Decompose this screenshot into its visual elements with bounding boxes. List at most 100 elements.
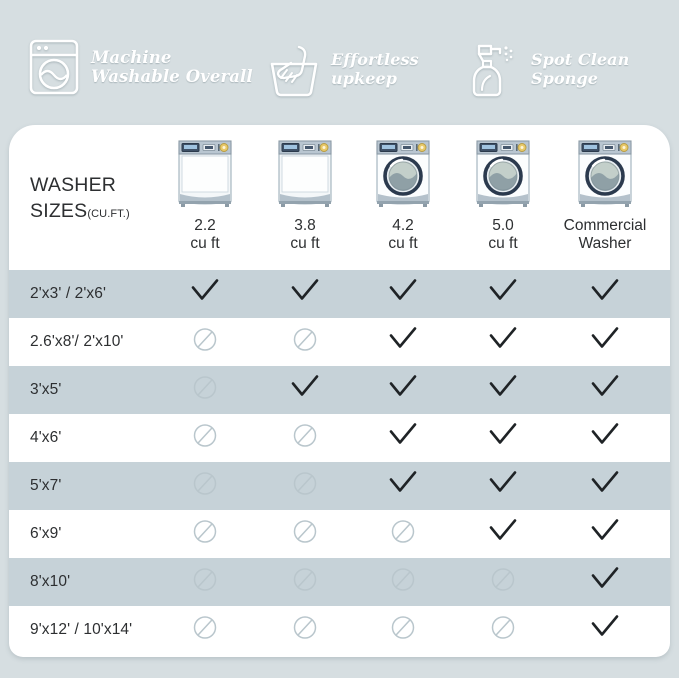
table-row: 3'x5' (9, 366, 670, 414)
table-body: 2'x3' / 2'x6' 2.6'x8'/ 2'x10' 3'x5' 4'x6… (9, 270, 670, 654)
spray-bottle-icon (466, 40, 522, 100)
check-icon (386, 469, 420, 499)
compatibility-cell (557, 517, 653, 552)
washer-column-caption: 2.2 cu ft (190, 217, 220, 252)
compatibility-cell (157, 421, 253, 456)
row-label: 2'x3' / 2'x6' (30, 285, 107, 302)
not-allowed-icon (386, 517, 420, 547)
compatibility-cell (557, 373, 653, 408)
compatibility-cell (355, 517, 451, 552)
check-icon (486, 517, 520, 547)
compatibility-cell (455, 469, 551, 504)
not-allowed-icon (386, 565, 420, 595)
compatibility-cell (257, 469, 353, 504)
check-icon (386, 277, 420, 307)
check-icon (588, 325, 622, 355)
not-allowed-icon (288, 325, 322, 355)
table-row: 8'x10' (9, 558, 670, 606)
compatibility-cell (557, 565, 653, 600)
check-icon (386, 421, 420, 451)
not-allowed-icon (288, 613, 322, 643)
check-icon (486, 277, 520, 307)
compatibility-cell (455, 325, 551, 360)
feature-strip: Machine Washable Overall Effortless upke… (0, 0, 679, 125)
table-row: 2'x3' / 2'x6' (9, 270, 670, 318)
not-allowed-icon (188, 565, 222, 595)
washer-column-0: 2.2 cu ft (157, 138, 253, 253)
not-allowed-icon (486, 565, 520, 595)
row-label: 5'x7' (30, 477, 62, 494)
check-icon (288, 373, 322, 403)
compatibility-cell (257, 613, 353, 648)
row-label: 9'x12' / 10'x14' (30, 621, 133, 638)
not-allowed-icon (188, 373, 222, 403)
check-icon (188, 277, 222, 307)
compatibility-cell (355, 421, 451, 456)
washer-size-compatibility-card: WASHER SIZES(CU.FT.) 2.2 cu ft (9, 125, 670, 657)
compatibility-cell (455, 421, 551, 456)
compatibility-cell (157, 613, 253, 648)
check-icon (386, 325, 420, 355)
compatibility-cell (557, 421, 653, 456)
feature-label: Spot Clean Sponge (531, 50, 630, 88)
washer-column-3: 5.0 cu ft (455, 138, 551, 253)
feature-label: Machine Washable Overall (91, 47, 253, 86)
compatibility-cell (455, 277, 551, 312)
check-icon (486, 373, 520, 403)
check-icon (288, 277, 322, 307)
compatibility-cell (257, 565, 353, 600)
check-icon (588, 277, 622, 307)
table-header-row: WASHER SIZES(CU.FT.) 2.2 cu ft (9, 125, 670, 270)
row-label: 6'x9' (30, 525, 62, 542)
row-label: 4'x6' (30, 429, 62, 446)
check-icon (588, 565, 622, 595)
feature-machine-washable: Machine Washable Overall (26, 37, 253, 97)
compatibility-cell (257, 277, 353, 312)
compatibility-cell (557, 469, 653, 504)
compatibility-cell (557, 613, 653, 648)
corner-title-line1: WASHER (30, 174, 117, 196)
compatibility-cell (157, 517, 253, 552)
front-loader-icon (472, 138, 534, 212)
compatibility-cell (557, 277, 653, 312)
row-label: 3'x5' (30, 381, 62, 398)
check-icon (486, 469, 520, 499)
feature-spot-clean-sponge: Spot Clean Sponge (466, 40, 629, 100)
table-corner-title: WASHER SIZES(CU.FT.) (30, 173, 130, 224)
washer-column-1: 3.8 cu ft (257, 138, 353, 253)
compatibility-cell (455, 613, 551, 648)
check-icon (486, 421, 520, 451)
compatibility-cell (257, 373, 353, 408)
washer-column-caption: 3.8 cu ft (290, 217, 320, 252)
washer-column-4: Commercial Washer (557, 138, 653, 253)
washer-column-caption: 4.2 cu ft (388, 217, 418, 252)
table-row: 2.6'x8'/ 2'x10' (9, 318, 670, 366)
compatibility-cell (157, 277, 253, 312)
check-icon (588, 613, 622, 643)
compatibility-cell (455, 517, 551, 552)
feature-effortless-upkeep: Effortless upkeep (266, 40, 419, 100)
table-row: 9'x12' / 10'x14' (9, 606, 670, 654)
compatibility-cell (257, 421, 353, 456)
compatibility-cell (455, 373, 551, 408)
table-row: 6'x9' (9, 510, 670, 558)
compatibility-cell (257, 325, 353, 360)
table-row: 5'x7' (9, 462, 670, 510)
feature-label: Effortless upkeep (331, 50, 419, 88)
row-label: 8'x10' (30, 573, 71, 590)
washing-machine-icon (26, 37, 82, 97)
front-loader-icon (372, 138, 434, 212)
check-icon (386, 373, 420, 403)
compatibility-cell (157, 325, 253, 360)
not-allowed-icon (288, 421, 322, 451)
check-icon (486, 325, 520, 355)
compatibility-cell (355, 325, 451, 360)
compatibility-cell (355, 613, 451, 648)
compatibility-cell (455, 565, 551, 600)
compatibility-cell (257, 517, 353, 552)
top-loader-icon (174, 138, 236, 212)
not-allowed-icon (188, 517, 222, 547)
top-loader-icon (274, 138, 336, 212)
not-allowed-icon (288, 469, 322, 499)
check-icon (588, 421, 622, 451)
